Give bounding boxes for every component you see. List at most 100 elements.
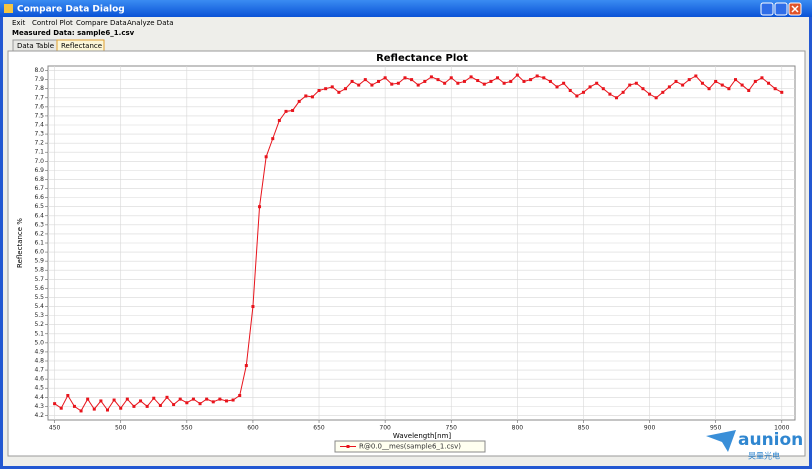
y-tick-label: 7.9 xyxy=(34,76,44,83)
y-tick-label: 5.7 xyxy=(34,276,44,283)
y-tick-label: 4.3 xyxy=(34,403,44,410)
data-point xyxy=(502,81,506,85)
data-point xyxy=(734,78,738,82)
y-tick-label: 7.2 xyxy=(34,140,44,147)
data-point xyxy=(621,90,625,94)
y-tick-label: 5.1 xyxy=(34,330,44,337)
data-point xyxy=(634,81,638,85)
y-tick-label: 6.6 xyxy=(34,194,44,201)
data-point xyxy=(310,95,314,99)
y-tick-label: 6.9 xyxy=(34,167,44,174)
y-tick-label: 5.9 xyxy=(34,258,44,265)
data-point xyxy=(747,89,751,93)
x-tick-label: 450 xyxy=(49,425,61,432)
data-point xyxy=(694,74,698,78)
y-tick-label: 7.5 xyxy=(34,112,44,119)
watermark-subtitle: 昊量光电 xyxy=(748,451,780,461)
x-tick-label: 800 xyxy=(512,425,524,432)
app-icon xyxy=(4,4,13,13)
y-tick-label: 6.4 xyxy=(34,212,44,219)
watermark-logo xyxy=(706,430,736,452)
data-point xyxy=(377,79,381,83)
measured-data: Measured Data: sample6_1.csv xyxy=(12,29,135,37)
data-point xyxy=(205,397,209,401)
data-point xyxy=(284,109,288,113)
data-point xyxy=(59,406,63,410)
data-point xyxy=(165,395,169,399)
watermark-brand: aunion xyxy=(738,430,803,450)
data-point xyxy=(396,81,400,85)
legend-marker xyxy=(346,445,350,448)
data-point xyxy=(291,108,295,112)
data-point xyxy=(714,79,718,83)
data-point xyxy=(522,79,526,83)
data-point xyxy=(753,79,757,83)
legend xyxy=(334,440,486,453)
data-point xyxy=(548,79,552,83)
menu-item[interactable]: Compare Data xyxy=(76,19,127,27)
data-point xyxy=(105,408,109,412)
data-point xyxy=(608,92,612,96)
tab-label[interactable]: Reflectance xyxy=(61,42,102,50)
data-point xyxy=(661,90,665,94)
data-point xyxy=(363,78,367,82)
menu-item[interactable]: Exit xyxy=(12,19,26,27)
data-point xyxy=(628,83,632,87)
data-point xyxy=(780,90,784,94)
data-point xyxy=(482,82,486,86)
data-point xyxy=(496,76,500,80)
y-tick-label: 4.9 xyxy=(34,348,44,355)
data-point xyxy=(244,364,248,368)
data-point xyxy=(469,75,473,79)
close-icon xyxy=(791,5,799,13)
data-point xyxy=(529,78,533,82)
x-tick-label: 650 xyxy=(313,425,325,432)
x-tick-label: 750 xyxy=(446,425,458,432)
y-tick-label: 6.1 xyxy=(34,240,44,247)
data-point xyxy=(99,399,103,403)
x-tick-label: 850 xyxy=(578,425,590,432)
data-point xyxy=(350,79,354,83)
data-point xyxy=(707,87,711,91)
data-point xyxy=(773,87,777,91)
data-point xyxy=(667,85,671,89)
data-point xyxy=(562,81,566,85)
y-tick-label: 6.5 xyxy=(34,203,44,210)
y-tick-label: 5.3 xyxy=(34,312,44,319)
data-point xyxy=(383,76,387,80)
data-point xyxy=(238,393,242,397)
data-point xyxy=(86,397,90,401)
y-tick-label: 4.7 xyxy=(34,367,44,374)
data-point xyxy=(370,83,374,87)
data-point xyxy=(443,81,447,85)
data-point xyxy=(317,89,321,93)
data-point xyxy=(172,403,176,407)
y-tick-label: 7.1 xyxy=(34,149,44,156)
data-point xyxy=(92,407,96,411)
data-point xyxy=(258,205,262,209)
data-point xyxy=(575,94,579,98)
x-tick-label: 600 xyxy=(247,425,259,432)
menu-item[interactable]: Analyze Data xyxy=(127,19,174,27)
x-tick-label: 1000 xyxy=(774,425,789,432)
minimize-button[interactable] xyxy=(760,2,774,16)
tab-label[interactable]: Data Table xyxy=(17,42,54,50)
data-point xyxy=(178,397,182,401)
data-point xyxy=(198,402,202,406)
data-point xyxy=(542,76,546,80)
maximize-button[interactable] xyxy=(774,2,788,16)
data-point xyxy=(449,76,453,80)
data-point xyxy=(191,397,195,401)
data-point xyxy=(357,83,361,87)
y-tick-label: 7.8 xyxy=(34,85,44,92)
data-point xyxy=(687,78,691,82)
data-point xyxy=(648,92,652,96)
y-tick-label: 7.0 xyxy=(34,158,44,165)
data-point xyxy=(324,87,328,91)
x-axis-label: Wavelength[nm] xyxy=(393,432,452,440)
data-point xyxy=(72,404,76,408)
menu-item[interactable]: Control Plot xyxy=(32,19,73,27)
chart-title: Reflectance Plot xyxy=(376,53,468,64)
data-point xyxy=(423,79,427,83)
